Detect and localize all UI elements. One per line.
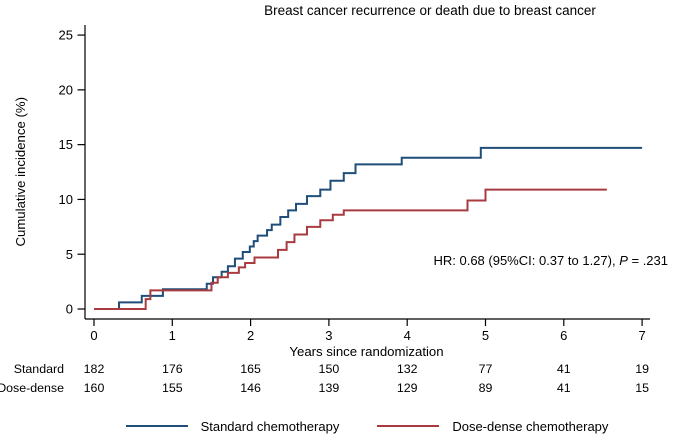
x-tick-label: 4 [404, 328, 411, 343]
x-tick-label: 5 [482, 328, 489, 343]
risk-count: 176 [161, 362, 183, 376]
risk-count: 41 [556, 381, 571, 395]
x-axis-label: Years since randomization [289, 344, 444, 359]
risk-row-label: Dose-dense [0, 381, 64, 395]
risk-count: 150 [318, 362, 340, 376]
risk-count: 132 [396, 362, 418, 376]
y-tick-label: 25 [59, 28, 73, 43]
risk-count: 129 [396, 381, 418, 395]
risk-count: 182 [83, 362, 105, 376]
x-tick-label: 0 [90, 328, 97, 343]
x-tick-label: 6 [560, 328, 567, 343]
y-tick-label: 0 [66, 302, 73, 317]
p-label: P [619, 253, 628, 268]
chart-title: Breast cancer recurrence or death due to… [264, 3, 596, 18]
hr-annotation-text: HR: 0.68 (95%CI: 0.37 to 1.27), [433, 253, 620, 268]
x-tick-label: 2 [247, 328, 254, 343]
x-tick-label: 1 [169, 328, 176, 343]
legend-line-swatch [377, 425, 440, 427]
x-tick-label: 7 [638, 328, 645, 343]
y-tick-label: 15 [59, 137, 73, 152]
legend-item: Standard chemotherapy [125, 418, 340, 434]
risk-count: 155 [161, 381, 183, 395]
x-tick-label: 3 [325, 328, 332, 343]
risk-count: 165 [240, 362, 261, 376]
risk-count: 77 [478, 362, 493, 376]
legend-label: Standard chemotherapy [200, 418, 340, 434]
y-tick-label: 10 [59, 192, 73, 207]
legend-label: Dose-dense chemotherapy [452, 418, 609, 434]
risk-count: 41 [556, 362, 571, 376]
risk-count: 15 [635, 381, 649, 395]
p-value: = .231 [627, 253, 668, 268]
risk-row-label: Standard [13, 362, 64, 376]
legend-line-swatch [125, 425, 188, 427]
risk-count: 89 [478, 381, 493, 395]
risk-count: 139 [318, 381, 340, 395]
legend-item: Dose-dense chemotherapy [377, 419, 608, 434]
risk-count: 146 [240, 381, 261, 395]
y-tick-label: 5 [66, 247, 73, 262]
dose-dense-chemotherapy-curve [94, 188, 607, 310]
standard-chemotherapy-curve [94, 146, 643, 310]
y-tick-label: 20 [59, 82, 73, 97]
risk-count: 160 [83, 381, 105, 395]
legend: Standard chemotherapy Dose-dense chemothe… [60, 414, 674, 438]
hr-annotation: HR: 0.68 (95%CI: 0.37 to 1.27), P = .231 [433, 253, 668, 268]
risk-count: 19 [635, 362, 649, 376]
